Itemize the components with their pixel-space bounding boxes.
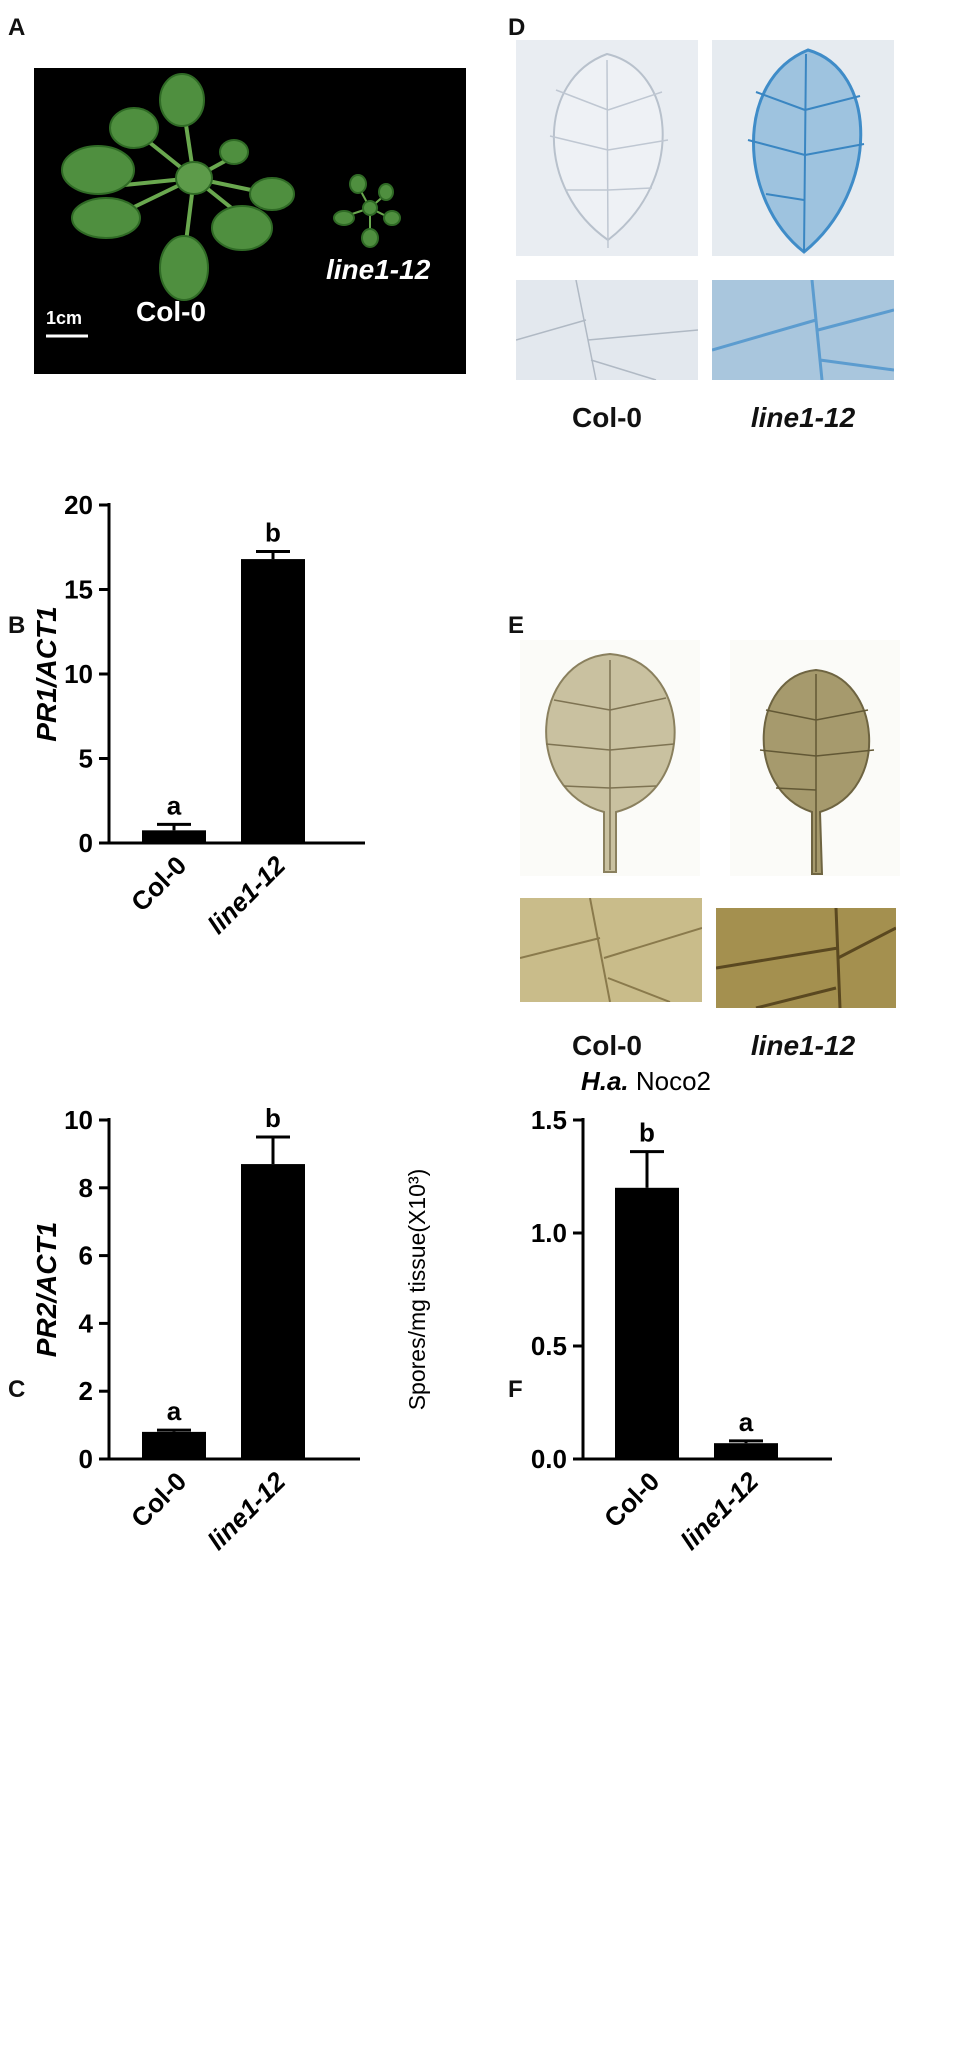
chart-b-y-axis-label: PR1/ACT1 <box>31 606 62 741</box>
leaf-closeup <box>715 907 897 1010</box>
chart-b-y-tick-label: 5 <box>79 744 93 774</box>
chart-c-significance-label: a <box>167 1396 182 1426</box>
panel-letter-d: D <box>508 14 526 41</box>
chart-b-y-tick-label: 0 <box>79 828 93 858</box>
chart-c-category-label: line1-12 <box>202 1466 292 1556</box>
panel-e-line1-12-closeup <box>715 907 897 1010</box>
scale-bar-label: 1cm <box>46 308 83 328</box>
rosette-illustration <box>46 73 401 338</box>
panel-letter-e: E <box>508 612 525 639</box>
chart-f-bar <box>615 1187 679 1459</box>
chart-b-bar <box>241 559 305 843</box>
panel-letter-f: F <box>508 1376 523 1403</box>
chart-f-y-tick-label: 1.0 <box>531 1218 567 1248</box>
panel-e-col0-leaf <box>520 640 700 876</box>
leaf-outline <box>759 668 875 875</box>
panel-d-col0-leaf <box>516 40 698 256</box>
chart-c-significance-label: b <box>265 1103 281 1133</box>
leaf-closeup <box>711 279 895 381</box>
panel-a-photo: 1cm Col-0 line1-12 <box>34 68 466 374</box>
chart-f-category-label: line1-12 <box>675 1466 765 1556</box>
chart-f-significance-label: a <box>739 1407 754 1437</box>
panel-d-label-line1-12: line1-12 <box>750 402 856 433</box>
panel-e-label-line1-12: line1-12 <box>750 1030 856 1061</box>
panel-d-line1-12-leaf <box>712 40 894 256</box>
panel-a-label-col0: Col-0 <box>136 296 206 327</box>
chart-c-y-tick-label: 10 <box>64 1105 93 1135</box>
chart-c-y-tick-label: 0 <box>79 1444 93 1474</box>
panel-e-line1-12-leaf <box>730 640 900 876</box>
chart-b-y-tick-label: 15 <box>64 575 93 605</box>
chart-f-category-label: Col-0 <box>598 1466 665 1533</box>
leaf-outline <box>545 652 676 873</box>
chart-c-y-tick-label: 8 <box>79 1173 93 1203</box>
chart-c-y-tick-label: 4 <box>79 1308 94 1338</box>
chart-b-y-tick-label: 20 <box>64 490 93 520</box>
chart-b-significance-label: b <box>265 517 281 547</box>
chart-b-y-tick-label: 10 <box>64 659 93 689</box>
chart-f-y-tick-label: 1.5 <box>531 1105 567 1135</box>
panel-a-label-line1-12: line1-12 <box>326 254 431 285</box>
panel-d-line1-12-closeup <box>711 279 895 381</box>
chart-f-y-tick-label: 0.5 <box>531 1331 567 1361</box>
chart-c-y-axis-label: PR2/ACT1 <box>31 1222 62 1357</box>
panel-letter-b: B <box>8 612 26 639</box>
chart-c-y-tick-label: 2 <box>79 1376 93 1406</box>
chart-b-category-label: Col-0 <box>125 850 192 917</box>
chart-c: 0 2 4 6 8 10 a Col-0 b line1-12 PR2/ACT1 <box>31 1103 360 1556</box>
chart-f-title: H.a. Noco2 <box>581 1066 711 1096</box>
chart-b-significance-label: a <box>167 790 182 820</box>
chart-c-bar <box>142 1431 206 1459</box>
panel-e-col0-closeup <box>519 897 703 1003</box>
chart-f-bar <box>714 1443 778 1459</box>
leaf-outline <box>747 48 865 254</box>
leaf-closeup <box>515 279 699 381</box>
panel-d-label-col0: Col-0 <box>572 402 642 433</box>
chart-f: 0.0 0.5 1.0 1.5 b Col-0 a line1-12 Spores/mg tis… <box>404 1066 832 1556</box>
chart-b-bar <box>142 830 206 843</box>
chart-b-category-label: line1-12 <box>202 850 292 940</box>
panel-letter-a: A <box>8 14 26 41</box>
panel-d-col0-closeup <box>515 279 699 381</box>
leaf-outline <box>549 52 669 249</box>
chart-c-y-tick-label: 6 <box>79 1241 93 1271</box>
panel-letter-c: C <box>8 1376 26 1403</box>
chart-b: 0 5 10 15 20 a Col-0 b line1-12 PR1/ACT1 <box>31 490 365 940</box>
chart-c-bar <box>241 1164 305 1459</box>
panel-e-label-col0: Col-0 <box>572 1030 642 1061</box>
chart-c-category-label: Col-0 <box>125 1466 192 1533</box>
chart-f-significance-label: b <box>639 1118 655 1148</box>
chart-f-y-tick-label: 0.0 <box>531 1444 567 1474</box>
chart-f-y-axis-label: Spores/mg tissue(X10³) <box>404 1169 430 1411</box>
leaf-closeup <box>519 897 703 1003</box>
